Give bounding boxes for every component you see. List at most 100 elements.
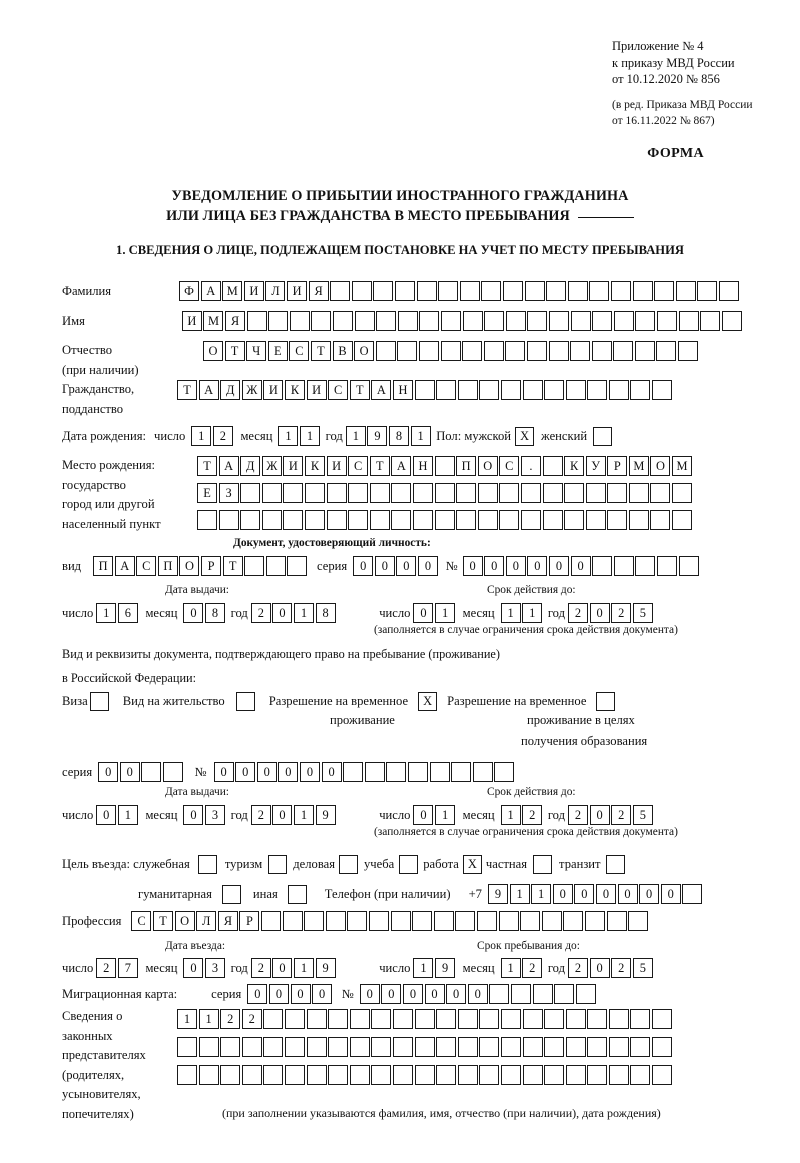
legal-representatives-boxes-1-cell[interactable] (479, 1009, 500, 1029)
migration-number-boxes-cell[interactable] (575, 984, 596, 1004)
migration-number-boxes-cell[interactable]: 0 (424, 984, 445, 1004)
birthplace-country-boxes-cell[interactable]: С (348, 456, 369, 476)
legal-representatives-boxes-1-cell[interactable] (587, 1009, 608, 1029)
legal-representatives-boxes-2-cell[interactable] (522, 1037, 543, 1057)
legal-representatives-boxes-3-cell[interactable] (241, 1065, 262, 1085)
legal-representatives-boxes-2-cell[interactable] (457, 1037, 478, 1057)
doc-valid-year-boxes-cell[interactable]: 0 (589, 603, 610, 623)
legal-representatives-boxes-1-cell[interactable] (263, 1009, 284, 1029)
birthplace-city-boxes-cell[interactable] (326, 483, 347, 503)
permit-valid-month-boxes-cell[interactable]: 1 (500, 805, 521, 825)
document-number-boxes-cell[interactable] (656, 556, 677, 576)
document-number-boxes-cell[interactable] (592, 556, 613, 576)
permit-valid-month-boxes-cell[interactable]: 2 (522, 805, 543, 825)
patronymic-boxes-cell[interactable] (375, 341, 396, 361)
purpose-humanitarian-checkbox[interactable] (221, 884, 241, 904)
patronymic-boxes-cell[interactable] (656, 341, 677, 361)
permit-issue-day-boxes-cell[interactable]: 1 (117, 805, 138, 825)
birthplace-country-boxes-cell[interactable]: П (456, 456, 477, 476)
legal-representatives-boxes-1-cell[interactable] (284, 1009, 305, 1029)
visa-checkbox[interactable] (89, 692, 109, 711)
legal-representatives-boxes-1-cell[interactable] (630, 1009, 651, 1029)
citizenship-boxes-cell[interactable]: А (198, 380, 219, 400)
citizenship-boxes-cell[interactable]: С (328, 380, 349, 400)
document-kind-boxes-cell[interactable]: О (179, 556, 200, 576)
permit-issue-day-boxes-cell[interactable]: 0 (96, 805, 117, 825)
profession-boxes-cell[interactable] (520, 911, 541, 931)
migration-number-boxes-cell[interactable]: 0 (381, 984, 402, 1004)
permit-issue-year-boxes-cell[interactable]: 9 (315, 805, 336, 825)
permit-number-boxes-cell[interactable] (386, 762, 407, 782)
surname-boxes-cell[interactable] (546, 281, 567, 301)
citizenship-boxes-cell[interactable] (414, 380, 435, 400)
birthplace-country-boxes-cell[interactable]: . (520, 456, 541, 476)
legal-representatives-boxes-2-cell[interactable] (241, 1037, 262, 1057)
birthplace-country-boxes-cell[interactable]: Р (607, 456, 628, 476)
doc-valid-year-boxes-cell[interactable]: 2 (611, 603, 632, 623)
name-boxes-cell[interactable]: И (181, 311, 202, 331)
birth-year-boxes-cell[interactable]: 1 (345, 426, 366, 446)
patronymic-boxes-cell[interactable]: В (332, 341, 353, 361)
patronymic-boxes-cell[interactable] (505, 341, 526, 361)
document-number-boxes-cell[interactable] (635, 556, 656, 576)
legal-representatives-boxes-3-cell[interactable] (522, 1065, 543, 1085)
legal-representatives-boxes-1-cell[interactable] (392, 1009, 413, 1029)
entry-month-boxes-cell[interactable]: 0 (183, 958, 204, 978)
document-series-boxes-cell[interactable]: 0 (353, 556, 374, 576)
profession-boxes-cell[interactable]: С (131, 911, 152, 931)
legal-representatives-boxes-3-cell[interactable] (479, 1065, 500, 1085)
phone-boxes-cell[interactable] (682, 884, 703, 904)
citizenship-boxes-cell[interactable] (500, 380, 521, 400)
document-number-boxes-cell[interactable]: 0 (505, 556, 526, 576)
permit-number-boxes-cell[interactable]: 0 (321, 762, 342, 782)
birthplace-city-boxes-cell[interactable] (434, 483, 455, 503)
birthplace-locality-boxes-cell[interactable] (434, 510, 455, 530)
birthplace-city-boxes-cell[interactable] (261, 483, 282, 503)
profession-boxes-cell[interactable] (584, 911, 605, 931)
birthplace-country-boxes-cell[interactable]: И (283, 456, 304, 476)
surname-boxes-cell[interactable] (589, 281, 610, 301)
phone-boxes-cell[interactable]: 0 (660, 884, 681, 904)
legal-representatives-boxes-2-cell[interactable] (630, 1037, 651, 1057)
surname-boxes-cell[interactable] (610, 281, 631, 301)
permit-issue-month-boxes-cell[interactable]: 3 (205, 805, 226, 825)
profession-boxes-cell[interactable] (304, 911, 325, 931)
patronymic-boxes-cell[interactable] (462, 341, 483, 361)
doc-issue-year-boxes-cell[interactable]: 1 (294, 603, 315, 623)
citizenship-boxes-cell[interactable] (630, 380, 651, 400)
birthplace-city-boxes-cell[interactable] (348, 483, 369, 503)
legal-representatives-boxes-1-cell[interactable] (371, 1009, 392, 1029)
migration-number-boxes-cell[interactable] (489, 984, 510, 1004)
name-boxes-cell[interactable] (419, 311, 440, 331)
document-series-boxes-cell[interactable]: 0 (374, 556, 395, 576)
legal-representatives-boxes-1-cell[interactable] (306, 1009, 327, 1029)
temp-residence-edu-checkbox[interactable] (596, 692, 616, 711)
profession-boxes-cell[interactable]: Т (153, 911, 174, 931)
surname-boxes-cell[interactable] (654, 281, 675, 301)
citizenship-boxes-cell[interactable] (544, 380, 565, 400)
patronymic-boxes-cell[interactable] (678, 341, 699, 361)
legal-representatives-boxes-1-cell[interactable] (544, 1009, 565, 1029)
surname-boxes-cell[interactable] (481, 281, 502, 301)
birthplace-city-boxes-cell[interactable] (304, 483, 325, 503)
document-number-boxes-cell[interactable] (678, 556, 699, 576)
birthplace-country-boxes-cell[interactable]: К (304, 456, 325, 476)
patronymic-boxes-cell[interactable]: Т (224, 341, 245, 361)
surname-boxes-cell[interactable]: И (287, 281, 308, 301)
legal-representatives-boxes-3-cell[interactable] (198, 1065, 219, 1085)
purpose-tourism-checkbox[interactable] (268, 855, 288, 874)
birthplace-city-boxes-cell[interactable]: З (218, 483, 239, 503)
profession-boxes-cell[interactable] (606, 911, 627, 931)
legal-representatives-boxes-1-cell[interactable]: 2 (220, 1009, 241, 1029)
legal-representatives-boxes-3-cell[interactable] (457, 1065, 478, 1085)
migration-series-boxes-cell[interactable]: 0 (312, 984, 333, 1004)
